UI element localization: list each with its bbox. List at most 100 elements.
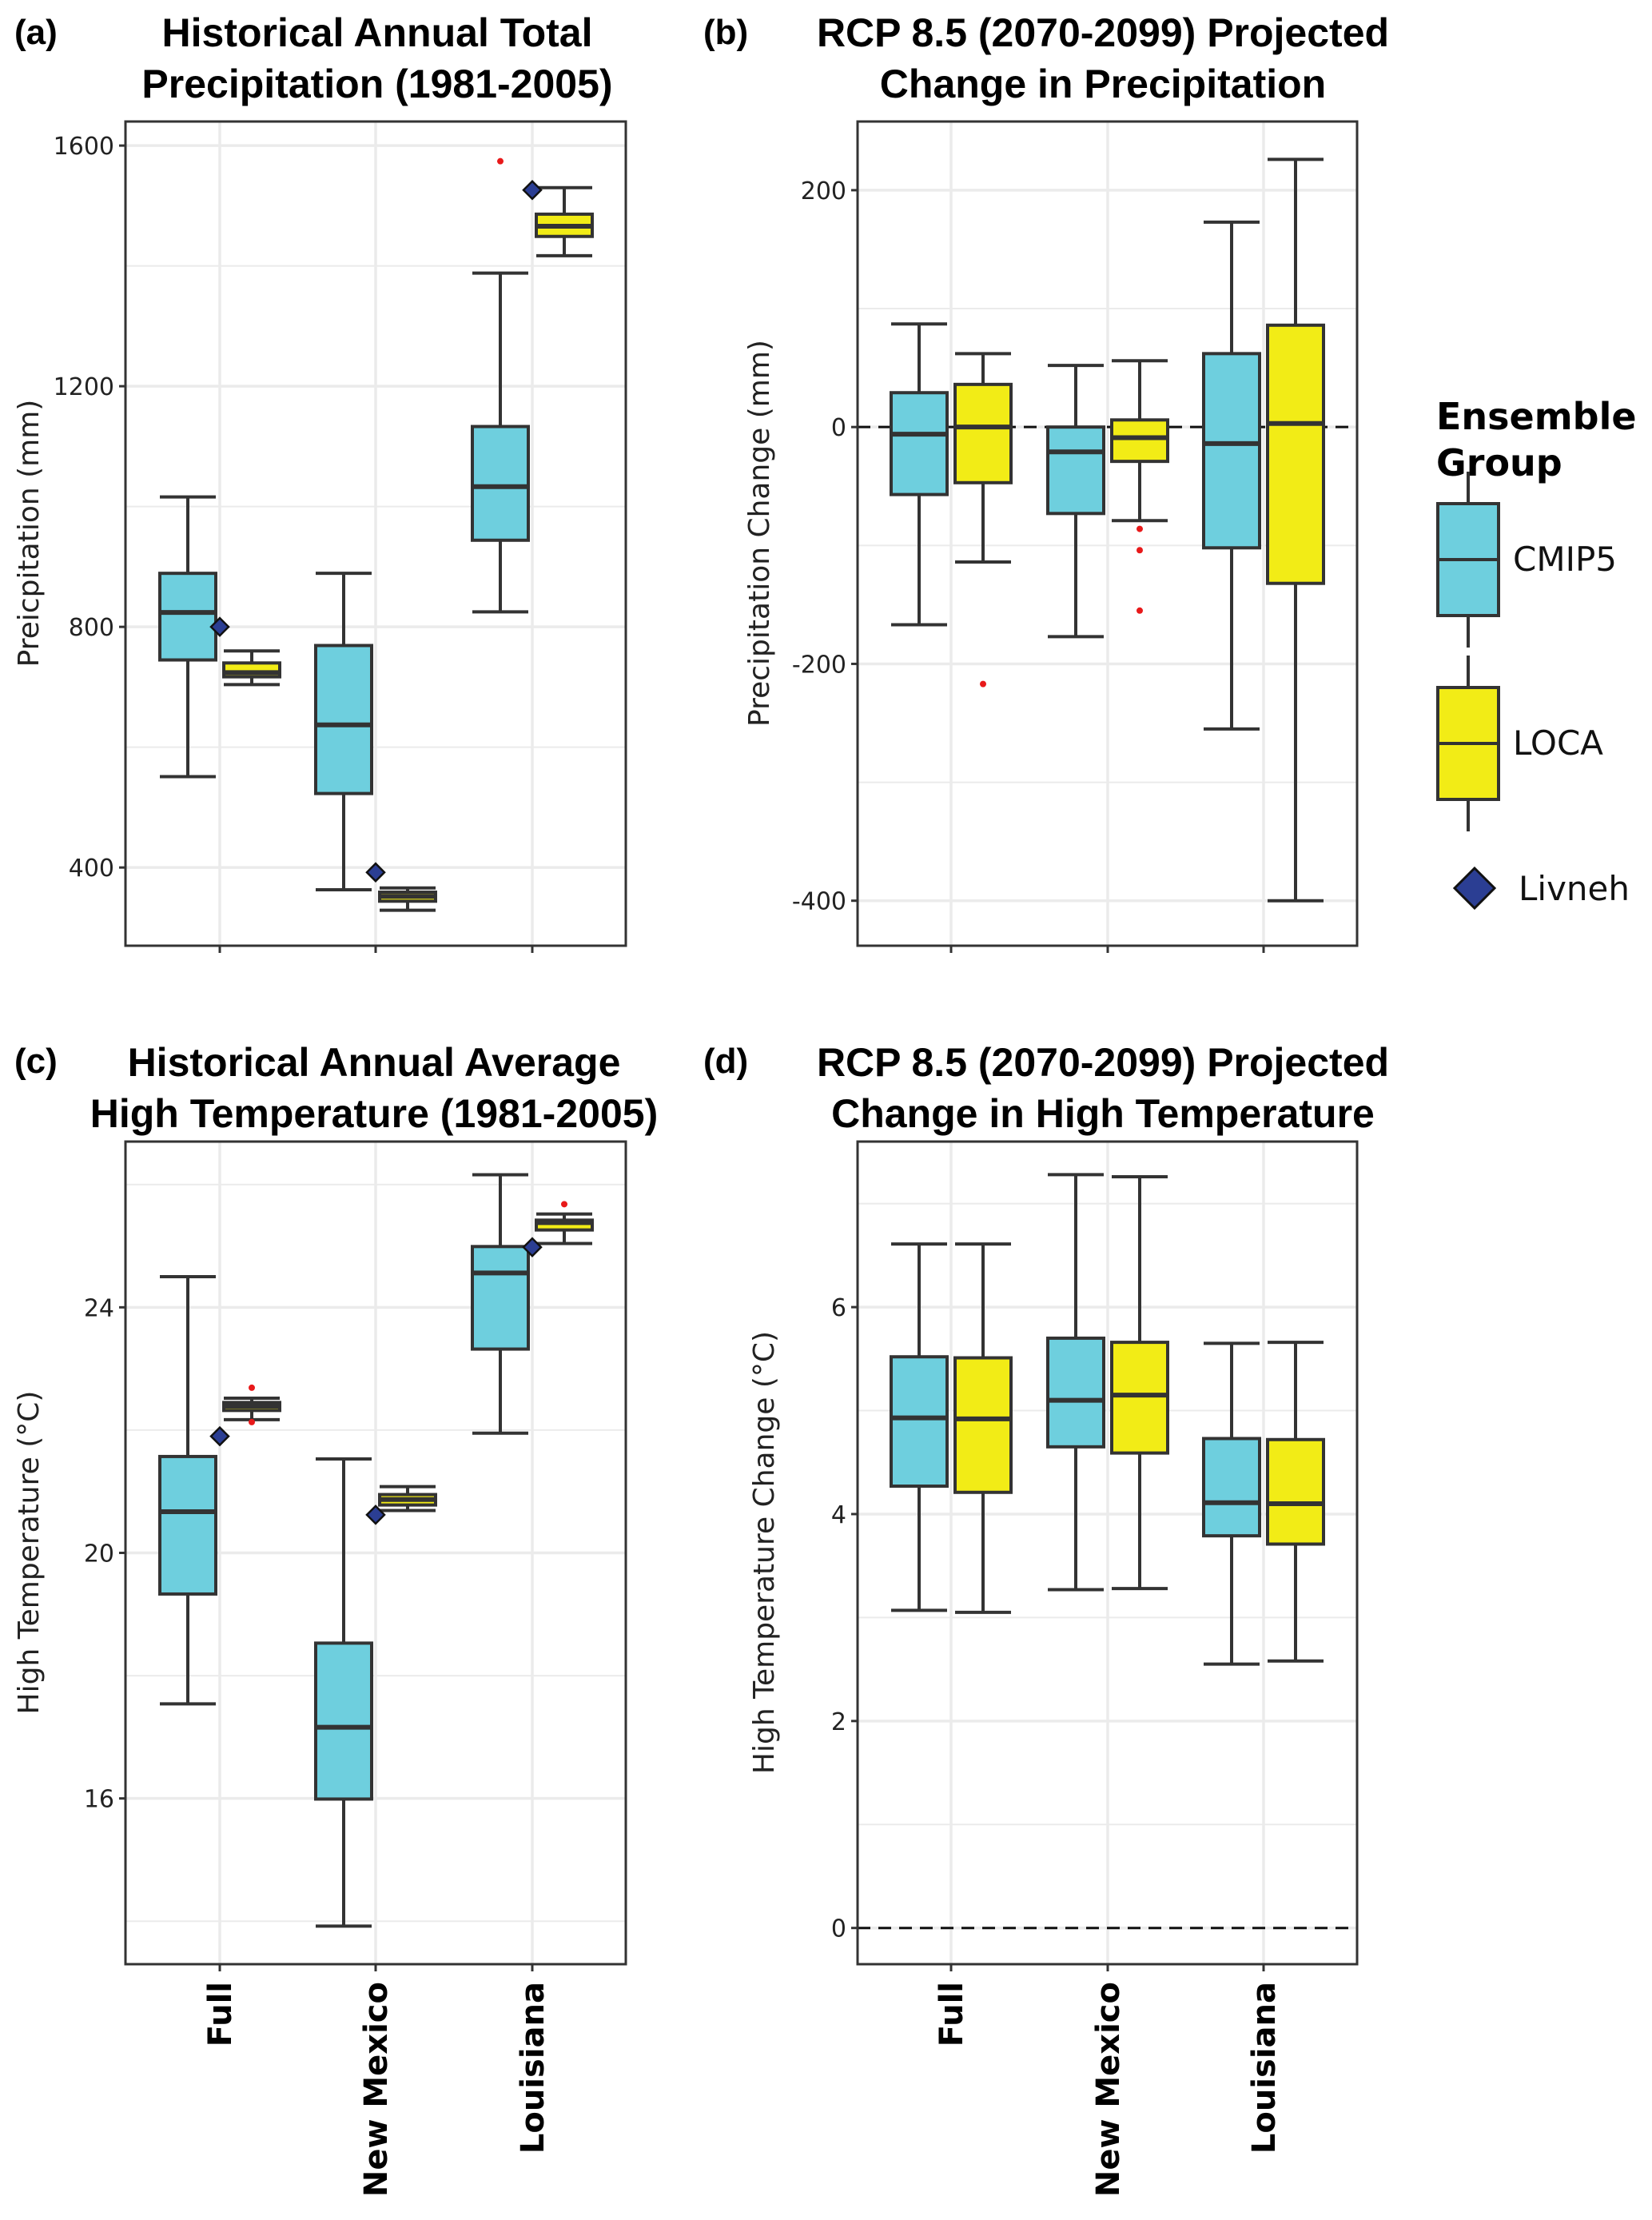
y-tick-label: 1600 [54,133,114,161]
panel-d-title-line2: Change in High Temperature [831,1091,1375,1136]
panel-b-title-line2: Change in Precipitation [880,62,1326,106]
boxplot-loca [222,1384,281,1425]
category-label: Full [202,1982,239,2047]
panel-letter-c: (c) [14,1042,58,1081]
iqr-box [890,1355,949,1489]
boxplot-loca [953,1242,1013,1614]
boxplot-cmip5 [1202,1341,1261,1666]
panel-c-y-axis-label: High Temperature (°C) [13,1391,46,1715]
panel-a-plot: 400 800 1200 1600 [54,120,627,953]
y-tick-label: 200 [801,177,846,205]
category-label: Louisiana [515,1982,551,2154]
outlier-point [249,1384,255,1391]
y-tick-label: 0 [831,1915,846,1943]
boxplot-loca [1266,157,1325,903]
y-tick-label: 2 [831,1708,846,1736]
legend-title-line1: Ensemble [1436,395,1637,438]
boxplot-loca [222,649,281,687]
category-label: New Mexico [1090,1982,1127,2197]
iqr-box [1046,425,1105,516]
boxplot-cmip5 [1202,220,1261,731]
livneh-diamond [365,1505,386,1525]
legend-key-livneh: Livneh [1452,866,1630,911]
boxplot-cmip5 [1046,364,1105,639]
legend-key-loca: LOCA [1436,656,1603,831]
iqr-box [158,572,217,662]
panel-d-plot: 0 2 4 6 Full New Mexico Louisiana [831,1140,1359,2197]
boxplot-loca [1110,359,1169,614]
boxplot-cmip5 [890,1242,949,1612]
boxplot-cmip5 [471,1173,530,1435]
y-tick-label: 4 [831,1501,846,1529]
plot-frame [124,1140,627,1966]
y-tick-label: 20 [84,1540,114,1568]
legend-items: CMIP5 LOCA Livneh [1436,472,1630,911]
boxplot-cmip5 [471,157,530,614]
panel-c-header: (c) Historical Annual Average High Tempe… [14,1040,658,1136]
boxplot-cmip5 [314,1457,373,1928]
legend-label-livneh: Livneh [1519,869,1630,908]
panel-d-title-line1: RCP 8.5 (2070-2099) Projected [817,1040,1389,1085]
iqr-box [471,1245,530,1351]
iqr-box [158,1454,217,1596]
category-label: Full [933,1982,970,2047]
iqr-box [890,391,949,496]
boxplot-loca [535,1201,594,1246]
panel-a-title-line1: Historical Annual Total [162,10,593,55]
boxplot-loca [535,185,594,257]
iqr-box [314,1641,373,1801]
panel-c-plot: 16 20 24 Full New Mexico Louisiana [84,1140,627,2197]
boxplot-loca [1110,1175,1169,1591]
legend-diamond-icon [1452,866,1497,911]
outlier-point [561,1201,567,1208]
panel-c-title-line1: Historical Annual Average [128,1040,621,1085]
iqr-box [471,424,530,542]
panel-a-y-axis-label: Preicpitation (mm) [13,400,46,668]
category-label: New Mexico [358,1982,395,2197]
y-tick-label: 800 [69,614,114,642]
livneh-diamond [365,862,386,883]
outlier-point [980,680,986,688]
iqr-box [1202,1437,1261,1538]
outlier-point [249,1418,255,1425]
livneh-diamond [209,616,230,637]
panel-b-header: (b) RCP 8.5 (2070-2099) Projected Change… [703,10,1389,106]
outlier-point [1136,547,1143,554]
panel-a-title-line2: Precipitation (1981-2005) [141,62,612,106]
plot-frame [124,120,627,947]
iqr-box [1266,323,1325,585]
panel-d-header: (d) RCP 8.5 (2070-2099) Projected Change… [703,1040,1389,1136]
panel-letter-d: (d) [703,1042,748,1081]
panel-b-title-line1: RCP 8.5 (2070-2099) Projected [817,10,1389,55]
y-tick-label: 6 [831,1294,846,1322]
boxplot-cmip5 [158,1274,217,1706]
legend: Ensemble Group CMIP5 LOCA Livneh [1436,395,1637,911]
legend-title-line2: Group [1436,441,1562,484]
panel-c-title-line2: High Temperature (1981-2005) [90,1091,658,1136]
livneh-diamond [522,1237,543,1257]
boxplot-cmip5 [1046,1173,1105,1592]
panel-b-y-axis-label: Precipitation Change (mm) [743,340,776,727]
panel-a-header: (a) Historical Annual Total Precipitatio… [14,10,613,106]
iqr-box [1110,1341,1169,1455]
y-tick-label: 400 [69,855,114,883]
plot-frame [856,120,1359,947]
outlier-point [1136,607,1143,614]
outlier-point [1136,525,1143,532]
legend-label-loca: LOCA [1513,723,1603,763]
legend-label-cmip5: CMIP5 [1513,540,1617,579]
y-tick-label: 1200 [54,373,114,401]
legend-key-cmip5: CMIP5 [1436,472,1617,648]
outlier-point [497,157,504,165]
panel-b-plot: -400 -200 0 200 [792,120,1359,953]
panel-d-y-axis-label: High Temperature Change (°C) [748,1331,781,1774]
iqr-box [1110,418,1169,464]
plot-frame [856,1140,1359,1966]
y-tick-label: 16 [84,1786,114,1814]
y-tick-label: -200 [792,651,846,679]
panel-letter-b: (b) [703,13,748,52]
iqr-box [953,382,1013,484]
boxplot-loca [378,1485,437,1513]
category-label: Louisiana [1246,1982,1283,2154]
